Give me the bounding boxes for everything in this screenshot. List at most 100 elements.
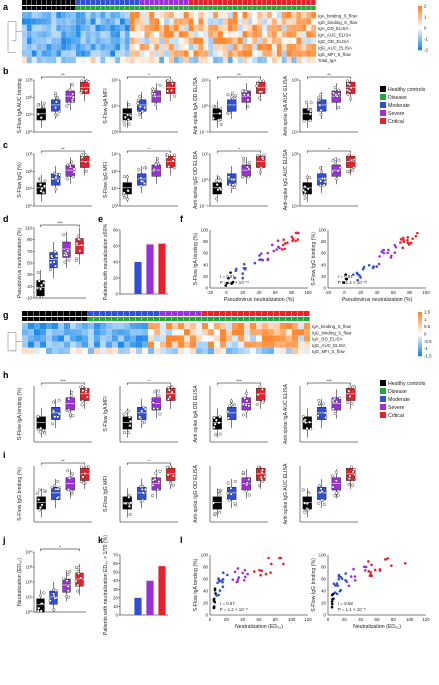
heatmap-cell — [262, 31, 267, 38]
data-point — [36, 414, 40, 418]
heatmap-cell — [144, 18, 150, 25]
heatmap-cell — [129, 31, 135, 38]
data-point — [81, 399, 85, 403]
disease-bar-cell — [76, 317, 82, 321]
heatmap-cell — [88, 341, 94, 348]
heatmap-cell — [82, 347, 88, 354]
heatmap-cell — [242, 31, 248, 38]
scatter-point — [339, 588, 343, 592]
heatmap-cell — [218, 24, 223, 32]
heatmap-cell — [142, 341, 148, 348]
disease-bar-cell — [220, 317, 226, 321]
data-point — [77, 237, 81, 241]
heatmap-cell — [202, 329, 208, 336]
heatmap-cell — [301, 56, 307, 64]
data-point — [233, 501, 237, 505]
scatter-point — [275, 248, 278, 251]
heatmap-cell — [160, 323, 166, 330]
heatmap-cell — [183, 24, 189, 32]
heatmap-cell — [90, 12, 96, 19]
heatmap-cell — [196, 323, 202, 330]
data-point — [142, 181, 146, 185]
heatmap-cell — [110, 44, 116, 51]
heatmap-cell — [95, 50, 101, 57]
heatmap-cell — [94, 341, 100, 348]
data-point — [74, 579, 78, 583]
heatmap-cell — [94, 335, 100, 342]
disease-bar-cell — [276, 6, 282, 10]
heatmap-row-label: IgA_AUC_ELISA — [318, 33, 351, 38]
data-point — [230, 95, 234, 99]
disease-bar-cell — [262, 317, 268, 321]
heatmap-cell — [286, 44, 292, 51]
data-point — [137, 113, 141, 117]
data-point — [334, 479, 338, 483]
disease-bar-cell — [120, 6, 125, 10]
disease-bar-cell — [142, 317, 148, 321]
data-point — [256, 154, 260, 157]
y-axis-label: S-Flow IgG binding (%) — [311, 558, 317, 612]
heatmap-cell — [252, 50, 258, 57]
group-bar-cell — [154, 311, 160, 316]
panel-letter-g: g — [3, 310, 9, 320]
heatmap-cell — [232, 335, 238, 342]
legend-swatch — [380, 396, 386, 402]
heatmap-cell — [193, 12, 199, 19]
colorbar-cell — [418, 342, 422, 346]
data-point — [153, 92, 157, 96]
heatmap-row-label: IgG_OD_ELISA — [318, 39, 349, 44]
y-axis-label: S-Flow IgA MFI — [103, 88, 109, 123]
group-bar-cell — [281, 0, 287, 5]
heatmap-cell — [281, 50, 287, 57]
heatmap-cell — [242, 37, 248, 44]
data-point — [228, 182, 232, 186]
disease-bar-cell — [118, 317, 124, 321]
heatmap-cell — [311, 50, 316, 57]
data-point — [158, 83, 162, 87]
heatmap-cell — [213, 24, 218, 32]
x-axis-label: Neutralization (ED₅₀) — [353, 624, 401, 630]
heatmap-cell — [203, 56, 209, 64]
data-point — [36, 112, 40, 116]
colorbar-cell — [418, 327, 422, 330]
heatmap-cell — [129, 56, 135, 64]
heatmap-row-label: IgA_binding_S_flow — [312, 324, 352, 329]
heatmap-cell — [262, 335, 268, 342]
scatter-point — [347, 584, 351, 588]
heatmap-cell — [203, 50, 209, 57]
heatmap-cell — [70, 347, 76, 354]
heatmap-cell — [237, 18, 243, 25]
heatmap-cell — [178, 24, 184, 32]
heatmap-cell — [56, 12, 62, 19]
heatmap-cell — [90, 56, 96, 64]
x-axis-label: Pseudovirus neutralization (%) — [342, 297, 413, 303]
scatter-point — [227, 276, 230, 280]
data-point — [129, 501, 133, 505]
scatter-point — [335, 592, 339, 596]
data-point — [233, 479, 237, 483]
heatmap-cell — [301, 50, 307, 57]
data-point — [38, 508, 42, 512]
heatmap-cell — [304, 341, 310, 348]
scatter-point — [296, 238, 300, 241]
y-tick-label: 30 — [27, 272, 32, 277]
heatmap-cell — [292, 341, 298, 348]
stat-p: P = 1.1 × 10⁻¹¹ — [220, 280, 250, 285]
data-point — [122, 175, 126, 179]
heatmap-cell — [178, 347, 184, 354]
significance-bracket — [41, 462, 85, 465]
group-bar-cell — [106, 311, 112, 316]
data-point — [333, 157, 337, 161]
heatmap-cell — [129, 18, 135, 25]
significance-bracket — [307, 150, 351, 153]
heatmap-cell — [75, 44, 81, 51]
heatmap-cell — [71, 12, 76, 19]
heatmap-cell — [154, 341, 160, 348]
significance-bracket — [40, 224, 80, 227]
scatter-point — [337, 577, 341, 581]
heatmap-cell — [149, 44, 155, 51]
data-point — [81, 389, 85, 393]
data-point — [334, 470, 338, 474]
significance-label: * — [148, 379, 150, 384]
